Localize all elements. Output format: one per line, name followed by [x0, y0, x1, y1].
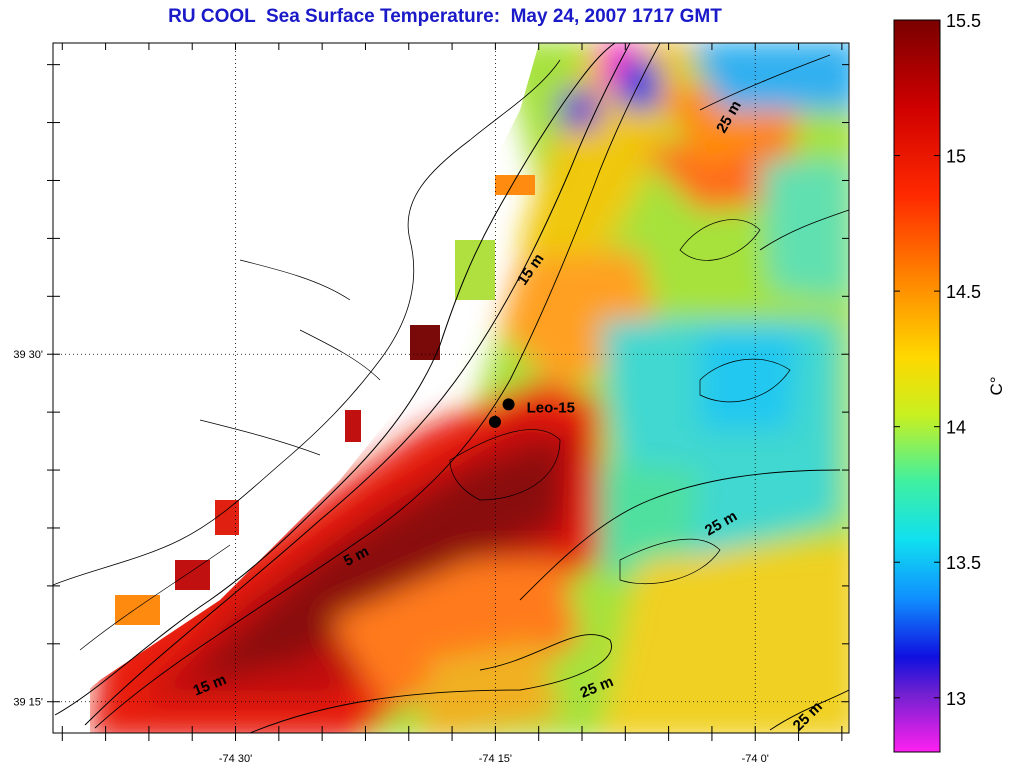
sst-pixel: [175, 560, 210, 590]
coastline: [54, 43, 616, 716]
graticule: [53, 43, 849, 733]
longitude-tick-label: -74 30': [219, 753, 252, 765]
sst-pixel: [115, 595, 160, 625]
longitude-tick-label: -74 15': [479, 753, 512, 765]
longitude-tick-label: -74 0': [742, 753, 769, 765]
bathymetry-detail: [449, 219, 791, 585]
station-layer: Leo-15: [488, 398, 575, 428]
station-marker: [502, 398, 515, 411]
map-border: [52, 42, 850, 734]
colorbar-tick-label: 14.5: [946, 282, 981, 302]
sst-pixel: [215, 500, 239, 535]
station-marker: [488, 415, 501, 428]
map-title: RU COOL Sea Surface Temperature: May 24,…: [168, 6, 722, 27]
colorbar-tick-label: 13.5: [946, 553, 981, 573]
latitude-labels: 39 30' 39 15': [13, 349, 43, 709]
sst-field: Leo-15 5 m15 m15 m25 m25 m25 m25 m: [53, 43, 849, 733]
colorbar-tick-label: 15: [946, 147, 966, 167]
marsh-outline: [53, 59, 561, 586]
longitude-labels: -74 30' -74 15' -74 0': [219, 753, 769, 765]
sst-pixel: [455, 240, 495, 300]
isobath-5m: [84, 43, 631, 726]
colorbar-tick-label: 13: [946, 689, 966, 709]
colorbar-gradient: [893, 19, 941, 753]
colorbar-tick-label: 15.5: [946, 11, 981, 31]
sst-map: Leo-15 5 m15 m15 m25 m25 m25 m25 m 39 30…: [13, 42, 850, 765]
colorbar-unit-label: C°: [987, 376, 1006, 395]
colorbar-ticks: 15.5 15 14.5 14 13.5 13: [894, 11, 981, 709]
sst-pixel: [345, 410, 361, 442]
minor-ticks: [47, 43, 849, 741]
station-label: Leo-15: [527, 399, 575, 416]
isobath-25m: [249, 54, 849, 733]
inland-waterway: [79, 259, 381, 651]
colorbar-tick-label: 14: [946, 418, 966, 438]
latitude-tick-label: 39 15': [13, 697, 43, 709]
sst-pixel: [495, 175, 535, 195]
isobath-15m: [94, 43, 661, 729]
latitude-tick-label: 39 30': [13, 349, 43, 361]
temperature-colorbar: 15.5 15 14.5 14 13.5 13 C°: [893, 11, 1006, 753]
